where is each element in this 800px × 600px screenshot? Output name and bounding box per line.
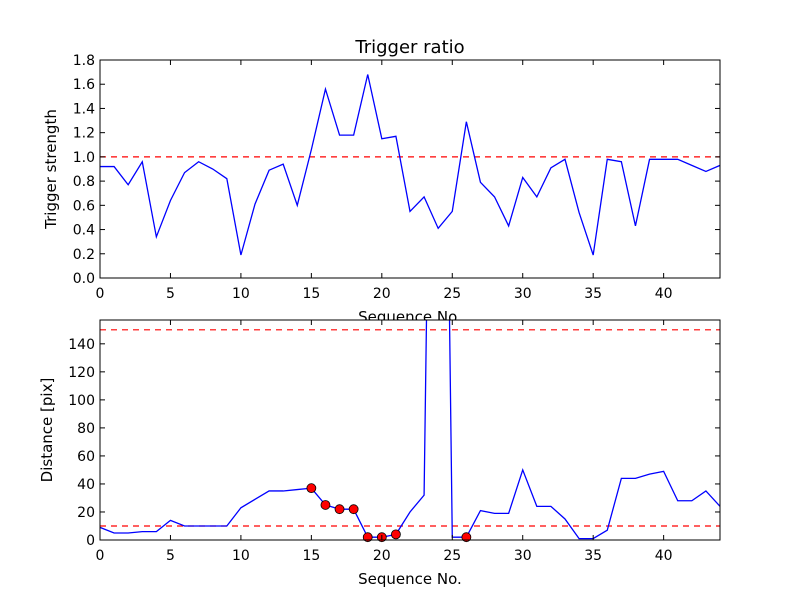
x-tick-label-6: 30 [514,286,532,302]
x-tick-label-2: 10 [232,286,250,302]
x-tick-label-3: 15 [302,286,320,302]
series-line-0 [100,74,720,256]
series-line-0 [100,320,720,540]
y-tick-label-3: 60 [77,449,95,465]
y-tick-label-5: 1.0 [73,150,95,166]
plot-content [100,320,720,540]
x-tick-label-2: 10 [232,548,250,564]
y-tick-label-4: 80 [77,421,95,437]
marker-point-2 [334,504,345,515]
y-axis-title: Distance [pix] [38,378,56,483]
y-tick-label-9: 1.8 [73,53,95,69]
plot-area [100,320,720,540]
y-tick-label-3: 0.6 [73,198,95,214]
y-tick-label-2: 40 [77,477,95,493]
y-tick-label-0: 0 [86,533,95,549]
y-tick-label-7: 140 [68,337,95,353]
marker-point-0 [306,483,317,494]
plot-frame [99,319,721,541]
y-tick-label-6: 120 [68,365,95,381]
y-tick-label-8: 1.6 [73,77,95,93]
x-tick-label-4: 20 [373,548,391,564]
distance-panel: 0 5 10 15 20 25 30 35 40 0 20 40 60 80 100 120 140 Sequen… [38,319,721,588]
marker-point-4 [362,532,373,543]
x-tick-label-4: 20 [373,286,391,302]
x-tick-label-1: 5 [166,286,175,302]
chart-title: Trigger ratio [354,37,464,58]
marker-point-7 [461,532,472,543]
marker-point-6 [391,529,401,540]
y-tick-label-2: 0.4 [73,223,95,239]
plot-content [100,74,720,256]
y-tick-label-6: 1.2 [73,126,95,142]
marker-point-3 [348,504,359,515]
y-axis-title: Trigger strength [42,109,60,230]
y-tick-label-1: 20 [77,505,95,521]
x-tick-label-5: 25 [443,548,461,564]
x-tick-label-0: 0 [96,548,105,564]
y-tick-label-1: 0.2 [73,247,95,263]
x-tick-label-6: 30 [514,548,532,564]
x-tick-label-8: 40 [655,548,673,564]
x-tick-label-7: 35 [584,286,602,302]
marker-point-1 [320,500,331,510]
x-tick-label-3: 15 [302,548,320,564]
y-tick-label-0: 0.0 [73,271,95,287]
x-tick-label-5: 25 [443,286,461,302]
y-tick-label-5: 100 [68,393,95,409]
x-tick-label-7: 35 [584,548,602,564]
trigger-ratio-panel: 0 5 10 15 20 25 30 35 40 0.0 0.2 0.4 0.6 0.8 1.0 1.2 1.4… [42,37,721,326]
y-tick-label-4: 0.8 [73,174,95,190]
x-axis-title: Sequence No. [358,570,462,588]
x-tick-label-8: 40 [655,286,673,302]
y-tick-label-7: 1.4 [73,101,95,117]
plot-area [100,60,720,278]
x-tick-label-0: 0 [96,286,105,302]
plot-frame [99,59,721,279]
x-tick-label-1: 5 [166,548,175,564]
